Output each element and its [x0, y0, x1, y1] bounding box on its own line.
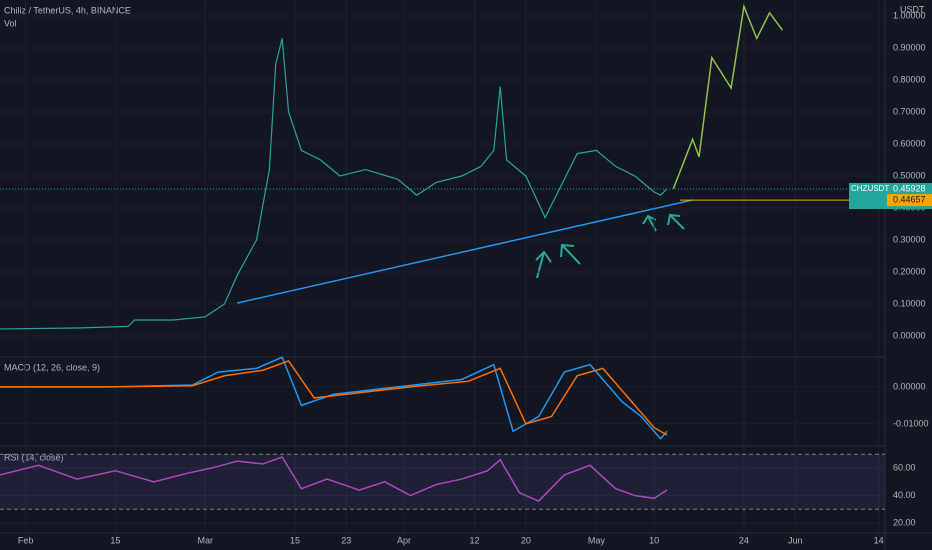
- x-tick-label: 15: [290, 535, 300, 545]
- y-tick-label: 0.90000: [893, 42, 926, 52]
- x-tick-label: Mar: [197, 535, 213, 545]
- series-line: [0, 356, 668, 440]
- y-tick-label: 0.00000: [893, 381, 926, 391]
- marker-tag: [887, 194, 932, 207]
- y-tick-label: 40.00: [893, 490, 916, 500]
- x-tick-label: Feb: [18, 535, 34, 545]
- arrow: [560, 243, 581, 265]
- arrow: [535, 250, 552, 279]
- axis-unit: USDT: [900, 4, 925, 14]
- last-price-label: 0.45928: [893, 183, 926, 193]
- y-tick-label: 0.10000: [893, 298, 926, 308]
- x-tick-label: 20: [521, 535, 531, 545]
- y-tick-label: 0.00000: [893, 330, 926, 340]
- symbol-label: CHZUSDT: [851, 184, 889, 193]
- y-tick-label: 0.60000: [893, 138, 926, 148]
- volume-label: Vol: [4, 18, 17, 28]
- x-tick-label: 24: [739, 535, 749, 545]
- series-line: [0, 456, 668, 502]
- x-tick-label: 14: [874, 535, 884, 545]
- rsi-title: RSI (14, close): [4, 452, 64, 462]
- macd-title: MACD (12, 26, close, 9): [4, 362, 100, 372]
- y-tick-label: 0.30000: [893, 234, 926, 244]
- x-tick-label: May: [588, 535, 606, 545]
- chart-title: Chiliz / TetherUS, 4h, BINANCE: [4, 5, 131, 15]
- arrow: [642, 214, 657, 232]
- series-line: [672, 3, 783, 190]
- y-tick-label: 1.00000: [893, 10, 926, 20]
- series-line: [0, 360, 668, 436]
- annotation-arrows: [535, 213, 685, 279]
- y-tick-label: 0.50000: [893, 170, 926, 180]
- y-tick-label: 0.20000: [893, 266, 926, 276]
- y-tick-label: 60.00: [893, 462, 916, 472]
- x-tick-label: Apr: [397, 535, 411, 545]
- x-tick-label: 23: [341, 535, 351, 545]
- x-tick-label: Jun: [788, 535, 803, 545]
- series-line: [0, 38, 668, 330]
- rsi-band: [0, 454, 885, 510]
- x-tick-label: 15: [110, 535, 120, 545]
- marker-price-label: 0.44657: [893, 194, 926, 204]
- y-tick-label: 20.00: [893, 517, 916, 527]
- y-tick-label: 0.70000: [893, 106, 926, 116]
- x-tick-label: 12: [470, 535, 480, 545]
- series-line: [237, 199, 693, 304]
- x-tick-label: 10: [649, 535, 659, 545]
- y-tick-label: -0.01000: [893, 418, 929, 428]
- arrow: [667, 213, 685, 230]
- y-tick-label: 0.80000: [893, 74, 926, 84]
